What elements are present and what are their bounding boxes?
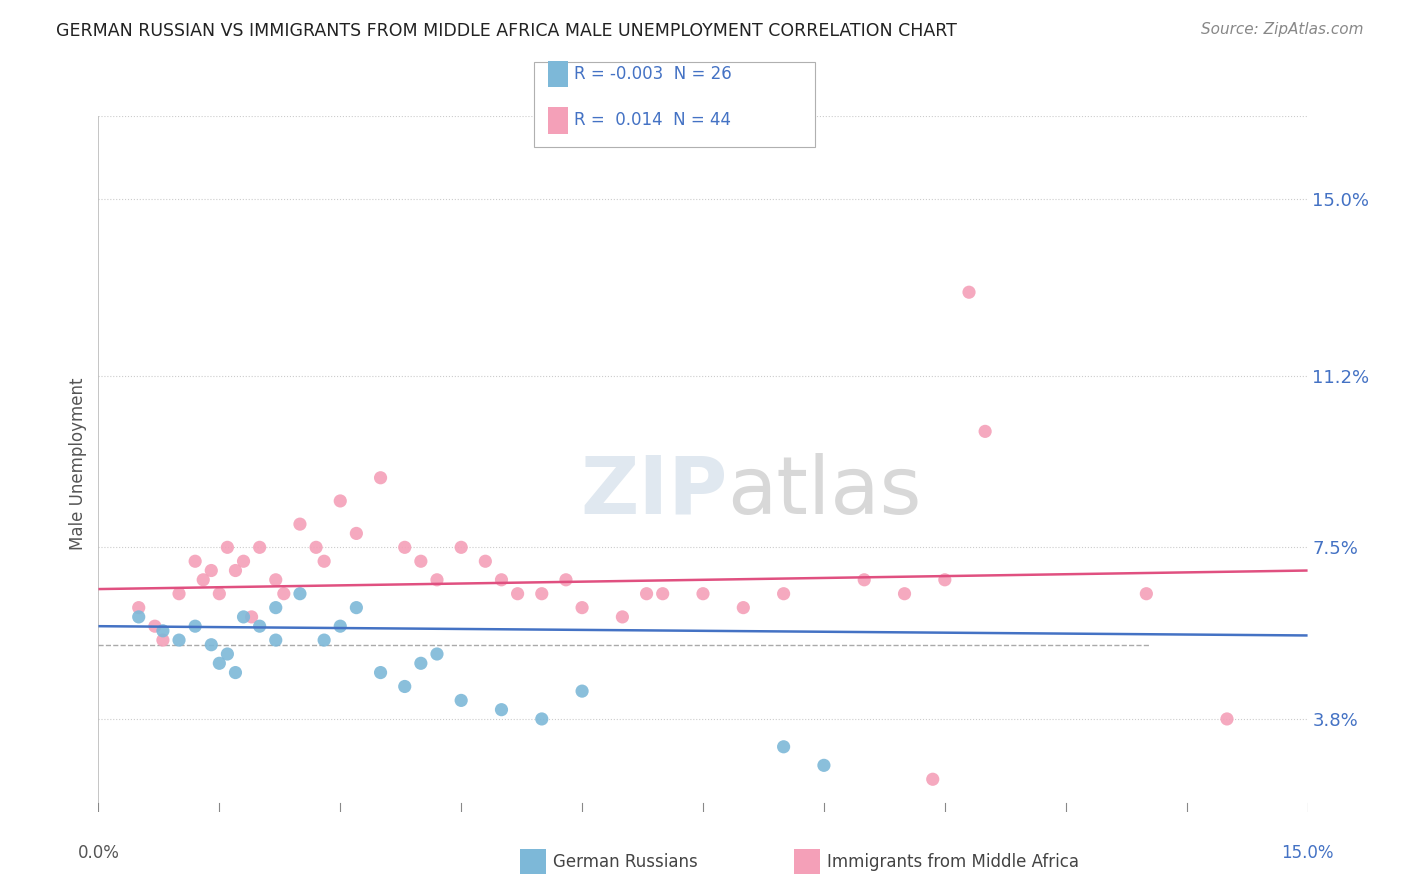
Point <box>426 573 449 587</box>
Point <box>394 541 416 555</box>
Point <box>370 471 392 485</box>
Point <box>264 633 287 648</box>
Point <box>193 573 215 587</box>
Text: 15.0%: 15.0% <box>1281 844 1334 863</box>
Text: German Russians: German Russians <box>553 853 697 871</box>
Point <box>409 554 432 568</box>
Point <box>636 587 658 601</box>
Point <box>184 554 207 568</box>
Point <box>571 684 593 698</box>
Point <box>934 573 956 587</box>
Text: 0.0%: 0.0% <box>77 844 120 863</box>
Point <box>224 564 246 578</box>
Point <box>506 587 529 601</box>
Point <box>200 564 222 578</box>
Point <box>232 610 254 624</box>
Point <box>329 619 352 633</box>
Point <box>370 665 392 680</box>
Point <box>305 541 328 555</box>
Point <box>288 587 311 601</box>
Point <box>921 772 943 787</box>
Point <box>184 619 207 633</box>
Point <box>344 600 367 615</box>
Point <box>314 633 336 648</box>
Point <box>893 587 915 601</box>
Text: Source: ZipAtlas.com: Source: ZipAtlas.com <box>1201 22 1364 37</box>
Point <box>571 600 593 615</box>
Point <box>733 600 755 615</box>
Point <box>264 573 287 587</box>
Point <box>344 526 367 541</box>
Point <box>974 425 997 439</box>
Text: R = -0.003  N = 26: R = -0.003 N = 26 <box>574 65 731 83</box>
Point <box>167 633 190 648</box>
Point <box>853 573 876 587</box>
Point <box>217 541 239 555</box>
Point <box>692 587 714 601</box>
Point <box>167 587 190 601</box>
Text: R =  0.014  N = 44: R = 0.014 N = 44 <box>574 112 731 129</box>
Y-axis label: Male Unemployment: Male Unemployment <box>69 377 87 550</box>
Point <box>530 712 553 726</box>
Point <box>240 610 263 624</box>
Point <box>772 739 794 754</box>
Point <box>314 554 336 568</box>
Point <box>474 554 496 568</box>
Point <box>772 587 794 601</box>
Point <box>224 665 246 680</box>
Point <box>813 758 835 772</box>
Text: atlas: atlas <box>727 452 921 531</box>
Text: GERMAN RUSSIAN VS IMMIGRANTS FROM MIDDLE AFRICA MALE UNEMPLOYMENT CORRELATION CH: GERMAN RUSSIAN VS IMMIGRANTS FROM MIDDLE… <box>56 22 957 40</box>
Point <box>200 638 222 652</box>
Point <box>208 587 231 601</box>
Point <box>152 624 174 638</box>
Point <box>530 587 553 601</box>
Point <box>152 633 174 648</box>
Point <box>264 600 287 615</box>
Point <box>288 517 311 532</box>
Point <box>143 619 166 633</box>
Point <box>491 703 513 717</box>
Point <box>1216 712 1239 726</box>
Point <box>128 600 150 615</box>
Point <box>651 587 673 601</box>
Point <box>329 494 352 508</box>
Point <box>249 619 271 633</box>
Text: Immigrants from Middle Africa: Immigrants from Middle Africa <box>827 853 1078 871</box>
Point <box>555 573 578 587</box>
Point <box>450 541 472 555</box>
Point <box>1135 587 1157 601</box>
Point <box>217 647 239 661</box>
Point <box>957 285 980 300</box>
Point <box>612 610 634 624</box>
Point <box>273 587 295 601</box>
Point <box>208 657 231 671</box>
Point <box>409 657 432 671</box>
Point <box>232 554 254 568</box>
Point <box>491 573 513 587</box>
Point <box>426 647 449 661</box>
Point <box>128 610 150 624</box>
Point <box>249 541 271 555</box>
Point <box>450 693 472 707</box>
Text: ZIP: ZIP <box>579 452 727 531</box>
Point <box>394 680 416 694</box>
